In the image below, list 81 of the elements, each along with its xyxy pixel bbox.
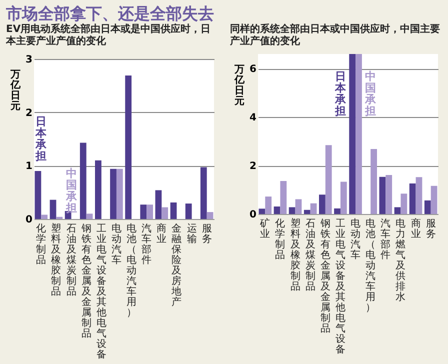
bar [310,203,317,214]
y-tick-label: 0 [26,214,33,226]
bar [319,194,326,214]
x-tick-label: 商业 [156,222,167,245]
x-tick-label: 塑料及橡胶制品 [51,222,62,298]
bar [50,200,56,219]
bar [206,212,214,219]
x-tick-label: 塑料及橡胶制品 [290,218,300,292]
category-label: 电池（电动汽车用） [366,218,376,314]
y-axis-title: 万亿日元 [10,70,22,112]
bar [394,207,401,214]
bar [370,149,377,214]
bar [280,181,287,214]
category-label: 工业电气设备及其他电气设备 [335,218,346,356]
y-axis-title: 万亿日元 [234,64,246,107]
y-tick-label: 2 [250,161,257,172]
bar [356,54,362,214]
series-label: 中国承担 [364,70,378,118]
x-tick-label: 化学制品 [36,222,46,266]
bar [379,176,386,214]
bar [265,196,272,214]
bar [409,183,416,214]
y-tick-label: 6 [250,64,257,76]
series-label: 日本承担 [34,115,48,162]
bar [386,174,392,214]
bar [146,204,153,219]
bar [185,204,192,219]
x-tick-label: 石油及煤炭制品 [305,218,316,292]
bar [334,208,340,214]
chart-subtitle: 同样的系统全部由日本或中国供应时，中国主要产业产值的变化 [230,24,441,49]
bar [170,202,177,219]
bar [288,207,296,214]
bar [86,214,93,219]
category-label: 钢铁有色金属及金属制品 [320,218,330,334]
x-tick-label: 电动汽车 [350,218,361,261]
x-tick-label: 矿业 [259,218,270,240]
category-label: 工业电气设备及其他电气设备 [96,224,106,360]
bar [155,190,162,219]
category-label: 电池（电动汽车用） [126,224,137,318]
bar [258,208,266,214]
bar [80,142,86,219]
bar [162,207,168,219]
bar [110,168,116,219]
bar [274,206,280,214]
x-tick-label: 汽车部件 [142,222,152,266]
bar [400,194,408,214]
y-tick-label: 1 [26,161,33,172]
y-tick-label: 0 [250,210,257,220]
bar [416,177,422,214]
y-tick-label: 4 [250,112,257,124]
y-tick-label: 2 [26,108,33,119]
bar [140,204,147,219]
series-label: 日本承担 [334,70,347,118]
bar [125,76,132,219]
x-tick-label: 运输 [186,222,197,245]
chart-subtitle: EV用电动系统全部由日本或是中国供应时，日本主要产业产值的变化 [6,24,212,49]
bar [95,160,102,219]
bar [116,168,123,219]
x-tick-label: 电动汽车 [111,222,122,266]
bar [424,200,431,214]
bar [295,199,302,214]
x-tick-label: 化学制品 [275,218,286,261]
x-tick-label: 商业 [410,218,421,240]
bar [340,182,347,214]
x-tick-label: 石油及煤炭制品 [66,224,76,298]
x-tick-label: 汽车部件 [380,218,391,261]
bar [349,54,356,214]
x-tick-label: 服务 [202,224,212,245]
bar [430,186,438,214]
bar [41,214,48,219]
x-tick-label: 金融保险及房地产 [170,222,182,308]
bar [34,171,42,219]
bar [304,210,310,214]
series-label: 中国承担 [64,167,78,214]
bar [325,145,332,214]
category-label: 钢铁有色金属及金属制品 [81,224,92,340]
y-tick-label: 3 [26,54,33,66]
x-tick-label: 电力燃气及供排水 [396,218,406,303]
chart-title: 市场全部拿下、还是全部失去 [6,4,215,23]
x-tick-label: 服务 [426,218,436,240]
bar [200,167,207,219]
